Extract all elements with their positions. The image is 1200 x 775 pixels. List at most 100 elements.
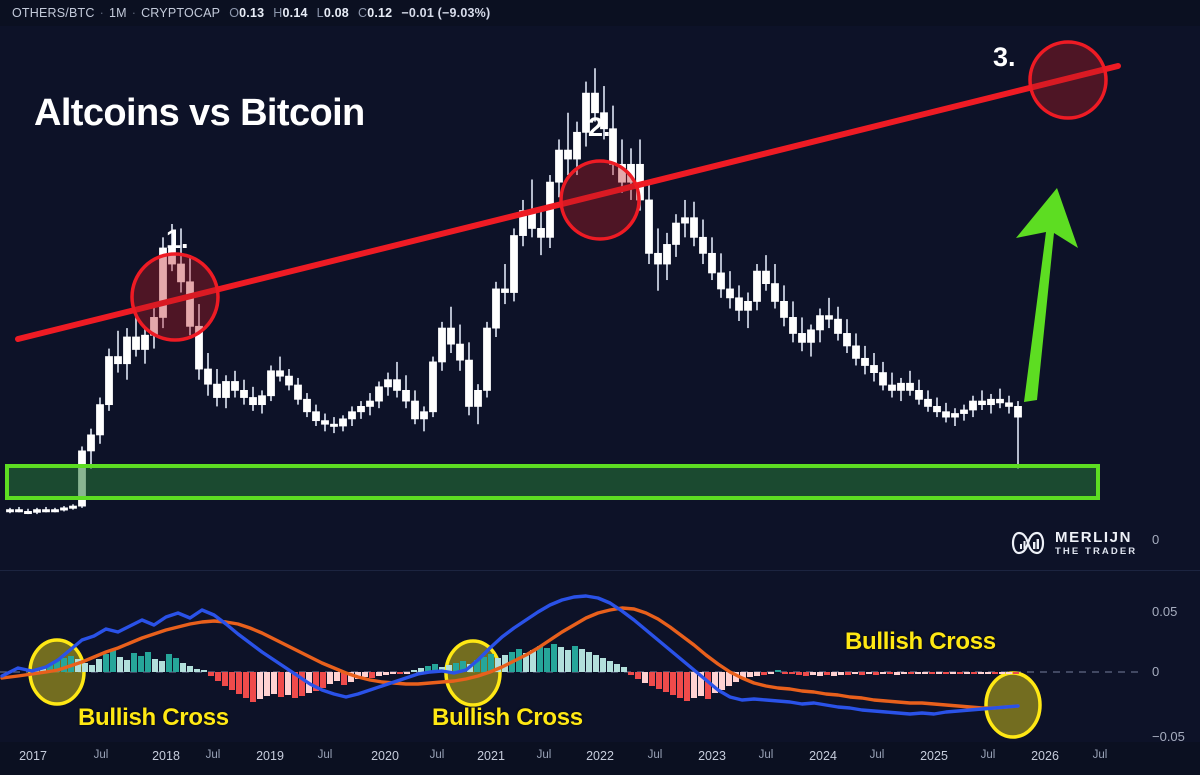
candle <box>366 393 374 416</box>
macd-histogram-bar <box>215 672 221 681</box>
candle <box>528 179 536 238</box>
macd-histogram-bar <box>733 672 739 682</box>
candle <box>789 301 797 343</box>
macd-histogram-bar <box>740 672 746 679</box>
macd-histogram-bar <box>292 672 298 698</box>
candle <box>672 214 680 257</box>
candle <box>186 255 194 336</box>
macd-histogram-bar <box>824 672 830 675</box>
macd-histogram-bar <box>327 672 333 684</box>
macd-histogram-bar <box>621 667 627 672</box>
macd-histogram-bar <box>397 672 403 674</box>
macd-histogram-bar <box>257 672 263 699</box>
macd-histogram-bar <box>537 646 543 672</box>
macd-histogram-bar <box>901 672 907 674</box>
candle <box>303 393 311 418</box>
candle <box>456 324 464 371</box>
macd-histogram-bar <box>453 663 459 672</box>
time-tick-2021-8: 2021 <box>477 749 505 763</box>
macd-histogram-bar <box>418 668 424 672</box>
candle <box>96 397 104 444</box>
candle <box>996 388 1004 409</box>
candle <box>411 390 419 425</box>
macd-histogram-bar <box>726 672 732 686</box>
candle <box>915 379 923 405</box>
macd-histogram-bar <box>957 672 963 674</box>
candle <box>933 397 941 418</box>
candle <box>438 321 446 371</box>
marker-number-2: 2. <box>588 112 611 142</box>
macd-histogram-bar <box>474 660 480 672</box>
legend-interval[interactable]: 1M <box>108 6 127 20</box>
candle <box>348 406 356 426</box>
candle <box>726 271 734 309</box>
legend-symbol[interactable]: OTHERS/BTC <box>12 6 95 20</box>
bullish-cross-label-2: Bullish Cross <box>432 704 583 731</box>
macd-histogram-bar <box>712 672 718 693</box>
macd-histogram-bar <box>698 672 704 696</box>
macd-histogram-bar <box>264 672 270 696</box>
macd-histogram-bar <box>915 672 921 674</box>
candle <box>150 304 158 349</box>
macd-histogram-bar <box>943 672 949 674</box>
legend-low-value: 0.08 <box>323 6 349 20</box>
macd-histogram-bar <box>614 664 620 672</box>
candle <box>537 210 545 256</box>
marker-number-3: 3. <box>993 42 1016 72</box>
macd-histogram-bar <box>271 672 277 694</box>
macd-histogram-bar <box>852 672 858 674</box>
macd-histogram-bar <box>859 672 865 675</box>
macd-histogram-bar <box>236 672 242 694</box>
time-tick-jul-11: Jul <box>647 749 663 761</box>
macd-histogram-bar <box>971 672 977 674</box>
candle <box>699 219 707 265</box>
macd-histogram-bar <box>628 672 634 675</box>
macd-histogram-bar <box>789 672 795 674</box>
macd-histogram-bar <box>341 672 347 685</box>
candle <box>843 319 851 354</box>
legend-close-value: 0.12 <box>367 6 393 20</box>
candle <box>357 401 365 419</box>
macd-histogram-bar <box>194 669 200 672</box>
macd-histogram-bar <box>82 663 88 672</box>
time-tick-2020-6: 2020 <box>371 749 399 763</box>
macd-histogram-bar <box>985 672 991 674</box>
time-tick-2025-16: 2025 <box>920 749 948 763</box>
macd-panel[interactable] <box>0 571 1200 742</box>
candle <box>690 201 698 247</box>
candle <box>249 386 257 411</box>
macd-histogram-bar <box>61 658 67 672</box>
candle <box>573 121 581 176</box>
macd-histogram-bar <box>768 672 774 674</box>
candle <box>114 330 122 373</box>
time-scale[interactable]: 2017 Jul 2018 Jul 2019 Jul 2020 Jul 2021 Jul 2022 J… <box>0 742 1200 775</box>
candle <box>51 507 59 513</box>
candle <box>276 356 284 382</box>
candle <box>339 415 347 432</box>
time-tick-jul-19: Jul <box>1092 749 1108 761</box>
macd-histogram-bar <box>411 670 417 672</box>
panel-divider <box>0 570 1200 571</box>
macd-histogram-bar <box>579 649 585 672</box>
macd-histogram-bar <box>761 672 767 675</box>
candle <box>384 372 392 396</box>
candle <box>312 404 320 426</box>
macd-histogram-bar <box>334 672 340 681</box>
watermark-line-1: MERLIJN <box>1055 528 1133 546</box>
candle <box>888 372 896 398</box>
macd-histogram-bar <box>593 655 599 672</box>
macd-histogram-bar <box>110 650 116 672</box>
candle <box>636 139 644 211</box>
macd-histogram-bar <box>691 672 697 698</box>
macd-histogram-bar <box>229 672 235 690</box>
candle <box>762 255 770 291</box>
macd-histogram-bar <box>222 672 228 686</box>
candle <box>393 361 401 398</box>
macd-histogram-bar <box>488 654 494 672</box>
macd-histogram-bar <box>446 665 452 672</box>
candle <box>24 508 32 515</box>
macd-histogram-bar <box>362 672 368 677</box>
macd-histogram-bar <box>159 661 165 672</box>
macd-histogram-bar <box>390 672 396 674</box>
macd-histogram-bar <box>586 652 592 672</box>
